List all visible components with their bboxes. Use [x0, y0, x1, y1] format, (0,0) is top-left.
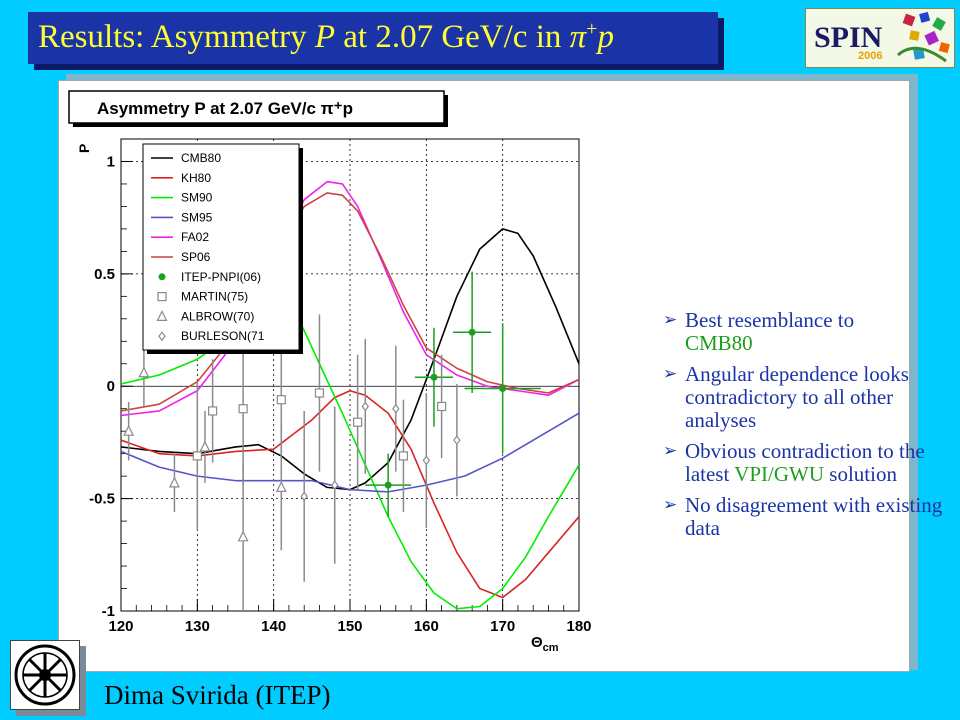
title-middle: at 2.07 GeV/c in — [335, 19, 570, 55]
title-prefix: Results: Asymmetry — [38, 19, 315, 55]
legend-label: ALBROW(70) — [181, 309, 254, 323]
legend-marker-burleson — [158, 331, 166, 342]
y-axis-label: P — [76, 144, 92, 153]
data-point-albrow — [199, 440, 211, 452]
title-bar: Results: Asymmetry P at 2.07 GeV/c in π+… — [28, 12, 718, 64]
bullet-text: Angular dependence looks contradictory t… — [685, 362, 909, 432]
data-point-albrow — [168, 476, 180, 488]
spin2006-logo: SPIN 2006 — [805, 8, 955, 68]
data-point-martin — [314, 388, 325, 398]
chart-title: Asymmetry P at 2.07 GeV/c π⁺p — [97, 99, 353, 118]
curve-cmb80 — [121, 228, 579, 491]
data-point-martin — [192, 451, 202, 461]
slide-title: Results: Asymmetry P at 2.07 GeV/c in π+… — [38, 18, 614, 56]
legend-label: SP06 — [181, 250, 211, 264]
legend-label: FA02 — [181, 230, 209, 244]
data-point-albrow — [237, 530, 249, 542]
svg-text:2006: 2006 — [858, 50, 882, 62]
y-tick-label: 1 — [107, 153, 115, 170]
data-point-albrow — [123, 424, 135, 436]
svg-text:SPIN: SPIN — [814, 21, 883, 54]
x-tick-label: 150 — [337, 618, 362, 635]
legend-marker-martin — [157, 292, 167, 302]
legend-label: SM90 — [181, 191, 213, 205]
y-tick-label: -1 — [102, 603, 115, 620]
data-point-itep — [430, 373, 438, 381]
legend-marker-albrow — [156, 310, 168, 321]
data-point-burleson — [392, 403, 400, 414]
data-point-albrow — [275, 481, 287, 492]
arrow-bullet-icon: ➢ — [663, 441, 678, 461]
data-point-burleson — [330, 480, 339, 491]
title-variable: P — [314, 19, 336, 55]
data-point-itep — [384, 481, 392, 489]
data-point-burleson — [422, 455, 431, 466]
bullet-highlight: CMB80 — [685, 331, 753, 355]
x-tick-label: 140 — [261, 618, 286, 635]
curve-kh80 — [121, 389, 579, 599]
y-tick-label: 0 — [107, 378, 115, 395]
legend-label: MARTIN(75) — [181, 290, 248, 304]
bullet-item: ➢ Best resemblance to CMB80 — [663, 309, 943, 355]
bullet-text: No disagreement with existing data — [685, 493, 943, 540]
footer-author: Dima Svirida (ITEP) — [104, 680, 331, 710]
bullet-item: ➢ Obvious contradiction to the latest VPI… — [663, 440, 943, 486]
bullet-list: ➢ Best resemblance to CMB80 ➢ Angular depen… — [663, 309, 943, 548]
chart-title-shadow — [73, 123, 448, 127]
data-point-martin — [437, 401, 447, 412]
data-point-albrow — [138, 366, 150, 378]
title-superscript: + — [586, 18, 598, 40]
bullet-text: Obvious contradiction to the latest — [685, 439, 925, 486]
legend-label: KH80 — [181, 171, 211, 185]
legend-marker-itep — [158, 273, 166, 281]
asymmetry-chart: Asymmetry P at 2.07 GeV/c π⁺p 120 130 140 15… — [68, 90, 592, 654]
data-point-martin — [398, 451, 409, 461]
data-point-martin — [276, 395, 286, 405]
bullet-highlight: VPI/GWU — [734, 462, 825, 486]
y-tick-label: -0.5 — [89, 491, 115, 508]
title-p: p — [597, 19, 614, 55]
x-tick-label: 120 — [108, 618, 133, 635]
data-point-martin — [208, 406, 218, 416]
itep-emblem — [10, 640, 80, 710]
arrow-bullet-icon: ➢ — [663, 495, 678, 515]
y-tick-label: 0.5 — [94, 266, 115, 283]
x-tick-label: 160 — [414, 618, 439, 635]
legend-label: SM95 — [181, 210, 213, 224]
data-point-martin — [238, 404, 248, 414]
bullet-text: Best resemblance to — [685, 308, 855, 332]
x-tick-label: 170 — [490, 618, 515, 635]
bullet-item: ➢ Angular dependence looks contradictory … — [663, 363, 943, 432]
legend-label: ITEP-PNPI(06) — [181, 270, 261, 284]
x-axis-label-symbol: Θ — [531, 634, 543, 651]
data-point-burleson — [453, 435, 461, 446]
bullet-text: solution — [824, 462, 897, 486]
data-point-burleson — [300, 491, 308, 502]
x-axis-label-subscript: cm — [543, 642, 559, 654]
data-point-martin — [353, 417, 363, 427]
x-axis-label: Θcm — [531, 634, 559, 654]
arrow-bullet-icon: ➢ — [663, 310, 678, 330]
chart-title-shadow — [444, 95, 448, 127]
x-tick-label: 130 — [185, 618, 210, 635]
content-card: Asymmetry P at 2.07 GeV/c π⁺p 120 130 140 15… — [58, 80, 942, 672]
title-pi: π — [569, 19, 587, 55]
arrow-bullet-icon: ➢ — [663, 364, 678, 384]
legend-label: BURLESON(71 — [181, 329, 265, 343]
data-point-itep — [499, 384, 507, 392]
data-point-itep — [468, 328, 476, 336]
bullet-item: ➢ No disagreement with existing data — [663, 494, 943, 540]
data-point-burleson — [361, 401, 370, 412]
legend-label: CMB80 — [181, 151, 221, 165]
x-tick-label: 180 — [566, 618, 591, 635]
